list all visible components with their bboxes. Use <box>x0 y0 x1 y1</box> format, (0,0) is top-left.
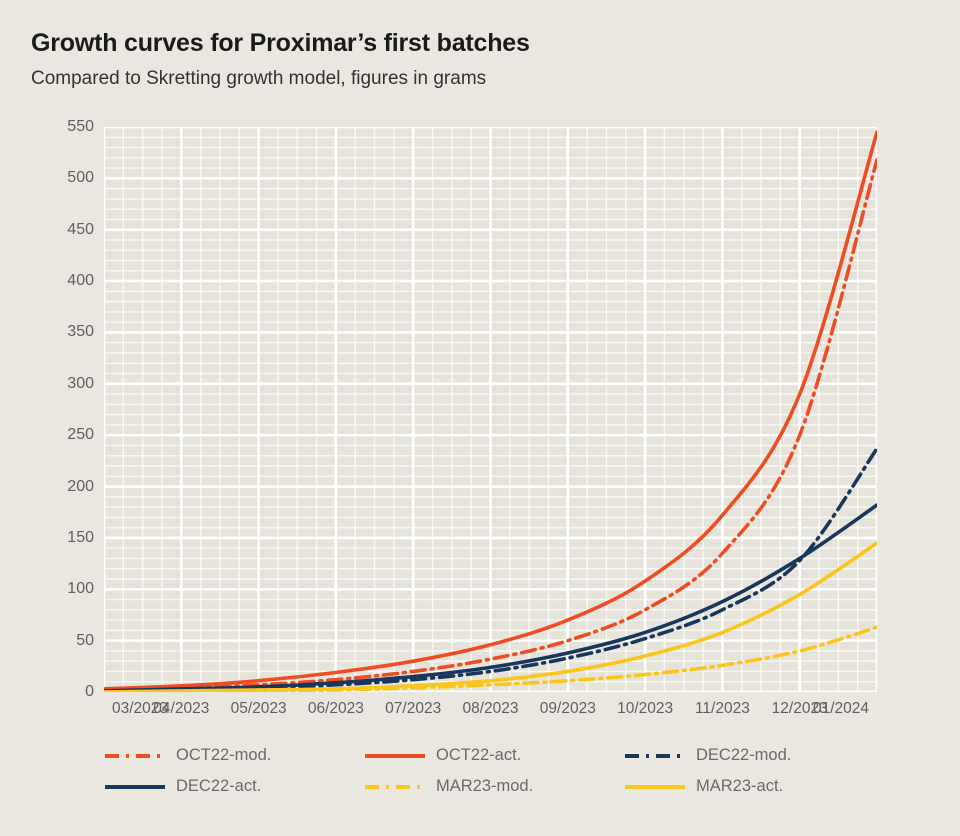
legend-swatch-solid-icon <box>625 784 685 789</box>
x-tick-label: 05/2023 <box>230 700 287 717</box>
x-tick-label: 04/2023 <box>153 700 210 717</box>
legend-swatch-solid-icon <box>105 784 165 789</box>
y-tick-label: 0 <box>85 683 94 700</box>
y-tick-label: 100 <box>67 580 94 598</box>
plot-area <box>104 127 877 692</box>
series-line <box>104 503 877 692</box>
y-tick-label: 300 <box>67 374 94 392</box>
chart-legend: OCT22-mod. OCT22-act. DEC22-mod. DEC22-act.… <box>104 740 894 802</box>
y-tick-label: 450 <box>67 220 94 238</box>
y-tick-label: 400 <box>67 272 94 290</box>
x-tick-label: 01/2024 <box>812 700 870 717</box>
series-line <box>104 130 877 691</box>
legend-item[interactable]: OCT22-mod. <box>104 740 271 771</box>
legend-label: MAR23-act. <box>696 777 784 795</box>
legend-label: MAR23-mod. <box>436 777 534 795</box>
x-tick-label: 08/2023 <box>462 700 519 717</box>
legend-label: OCT22-act. <box>436 746 522 764</box>
legend-label: DEC22-act. <box>176 777 262 795</box>
legend-label: DEC22-mod. <box>696 746 792 764</box>
legend-item[interactable]: DEC22-mod. <box>624 740 791 771</box>
legend-row: OCT22-mod. OCT22-act. DEC22-mod. <box>104 740 894 771</box>
y-tick-label: 350 <box>67 323 94 341</box>
x-axis-ticks: 03/2023 04/2023 05/2023 06/2023 07/2023 08/20… <box>104 700 877 726</box>
legend-item[interactable]: DEC22-act. <box>104 771 261 802</box>
y-tick-label: 500 <box>67 169 94 187</box>
y-tick-label: 200 <box>67 477 94 495</box>
legend-label: OCT22-mod. <box>176 746 272 764</box>
x-tick-label: 07/2023 <box>385 700 442 717</box>
x-tick-label: 09/2023 <box>539 700 596 717</box>
y-tick-label: 50 <box>76 631 94 649</box>
x-tick-label: 10/2023 <box>617 700 674 717</box>
y-axis-ticks: 0 50 100 150 200 250 300 350 400 450 500 550 <box>46 118 94 700</box>
x-tick-label: 12/2023 <box>771 700 828 717</box>
legend-item[interactable]: MAR23-act. <box>624 771 783 802</box>
series-line <box>104 158 877 692</box>
legend-row: DEC22-act. MAR23-mod. MAR23-act. <box>104 771 894 802</box>
legend-swatch-dashdot-icon <box>105 753 165 758</box>
x-tick-label: 06/2023 <box>307 700 364 717</box>
page-subtitle: Compared to Skretting growth model, figu… <box>31 68 487 89</box>
series-lines <box>104 130 877 692</box>
y-tick-label: 550 <box>67 118 94 135</box>
y-tick-label: 250 <box>67 426 94 444</box>
legend-item[interactable]: MAR23-mod. <box>364 771 533 802</box>
legend-swatch-dashdot-icon <box>625 753 685 758</box>
legend-swatch-solid-icon <box>365 753 425 758</box>
y-tick-label: 150 <box>67 528 94 546</box>
x-tick-label: 11/2023 <box>694 700 750 717</box>
series-line <box>104 541 877 692</box>
page-title: Growth curves for Proximar’s first batch… <box>31 29 530 57</box>
legend-swatch-dashdot-icon <box>365 784 425 789</box>
series-line <box>104 446 877 692</box>
grid-lines <box>104 127 877 692</box>
legend-item[interactable]: OCT22-act. <box>364 740 521 771</box>
x-tick-label: 03/2023 <box>111 700 169 717</box>
